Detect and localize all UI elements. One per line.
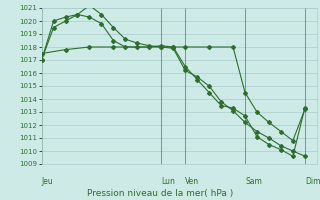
Text: Ven: Ven: [185, 177, 199, 186]
Text: Jeu: Jeu: [42, 177, 53, 186]
Text: Lun: Lun: [161, 177, 175, 186]
Text: Pression niveau de la mer( hPa ): Pression niveau de la mer( hPa ): [87, 189, 233, 198]
Text: Dim: Dim: [305, 177, 320, 186]
Text: Sam: Sam: [245, 177, 262, 186]
